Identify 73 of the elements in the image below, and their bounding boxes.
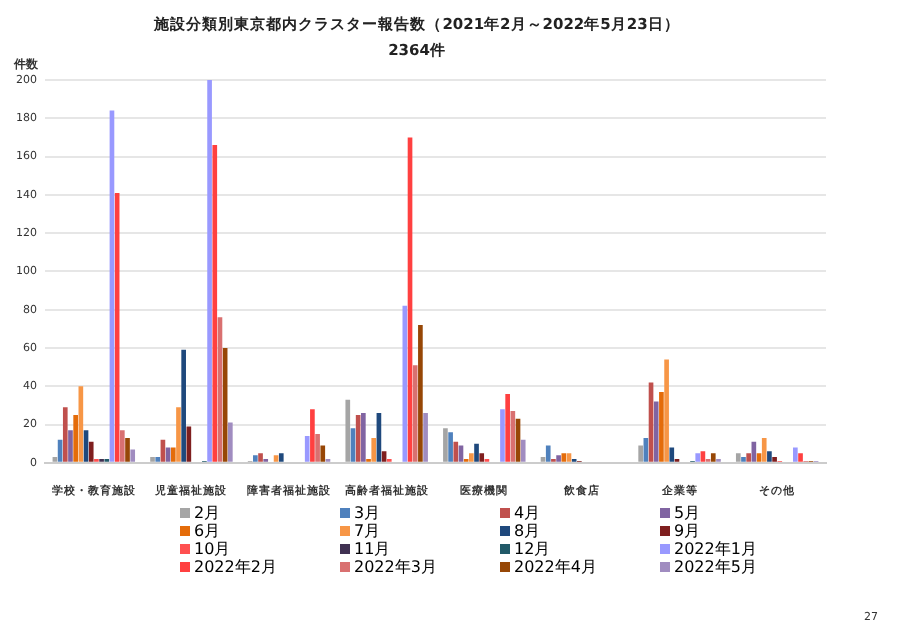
bar [735,453,741,462]
bar [418,324,423,462]
bar [453,441,459,462]
bar [798,453,803,462]
bar [88,441,94,462]
bar [700,451,706,462]
bar [556,455,561,462]
bar [756,453,762,462]
bar [212,145,218,462]
bar [474,443,479,462]
legend-label: 2022年2月 [194,558,277,576]
legend-label: 2022年4月 [514,558,597,576]
bar [176,407,181,462]
bar [412,365,418,462]
bar [695,453,701,462]
bar [320,445,326,462]
bar [258,453,263,462]
legend-label: 2022年5月 [674,558,757,576]
bar [68,430,73,462]
legend-label: 2022年3月 [354,558,437,576]
bar [228,422,233,462]
legend-label: 2月 [194,504,221,522]
bar [345,399,351,462]
bar [315,434,320,462]
bar [638,445,643,462]
bar [423,413,428,462]
bar [361,413,366,462]
legend-label: 6月 [194,522,221,540]
bar [253,455,258,462]
legend-label: 9月 [674,522,701,540]
legend-label: 2022年1月 [674,540,757,558]
legend-label: 4月 [514,504,541,522]
bar [125,437,130,462]
bar [566,453,572,462]
bar [659,391,664,462]
legend-label: 11月 [354,540,391,558]
legend-label: 3月 [354,504,381,522]
bar [371,437,377,462]
bar [793,447,798,462]
bar [120,430,125,462]
bar [710,453,716,462]
bar [448,432,453,462]
bar [181,349,186,462]
legend-label: 12月 [514,540,551,558]
bar [500,409,505,462]
legend-label: 8月 [514,522,541,540]
bar [761,437,767,462]
bar [170,447,176,462]
bar [767,451,772,462]
bar [73,414,78,462]
bar [304,436,310,462]
bar [130,449,136,462]
bar [310,409,315,462]
legend-label: 5月 [674,504,701,522]
bar [520,439,526,462]
bar [207,80,212,462]
bar [505,393,510,462]
legend-label: 7月 [354,522,381,540]
bar [469,453,474,462]
bar [664,359,669,462]
bar [165,447,171,462]
bar [273,455,279,462]
bar [746,453,751,462]
bar [653,401,659,462]
legend-label: 10月 [194,540,231,558]
bar [443,428,448,462]
bar [561,453,567,462]
bar [62,407,68,462]
bar [669,447,675,462]
bar [278,453,284,462]
bar [545,445,551,462]
bar [479,453,485,462]
bar [381,451,387,462]
